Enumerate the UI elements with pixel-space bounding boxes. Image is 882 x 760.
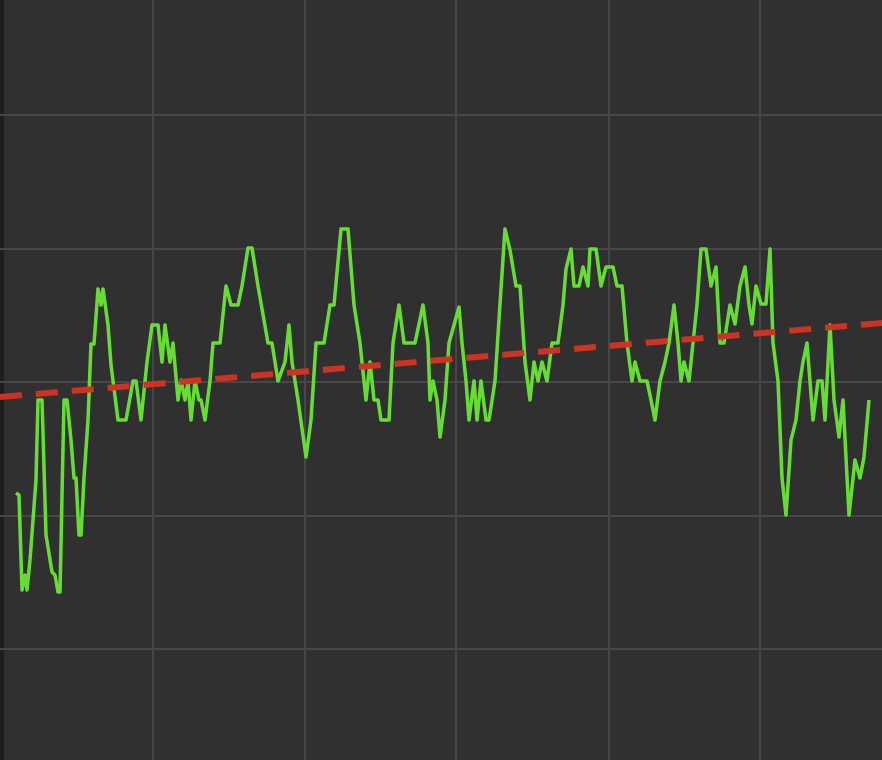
left-edge (0, 0, 4, 760)
data-line (15, 227, 871, 594)
trend-line (0, 320, 882, 400)
